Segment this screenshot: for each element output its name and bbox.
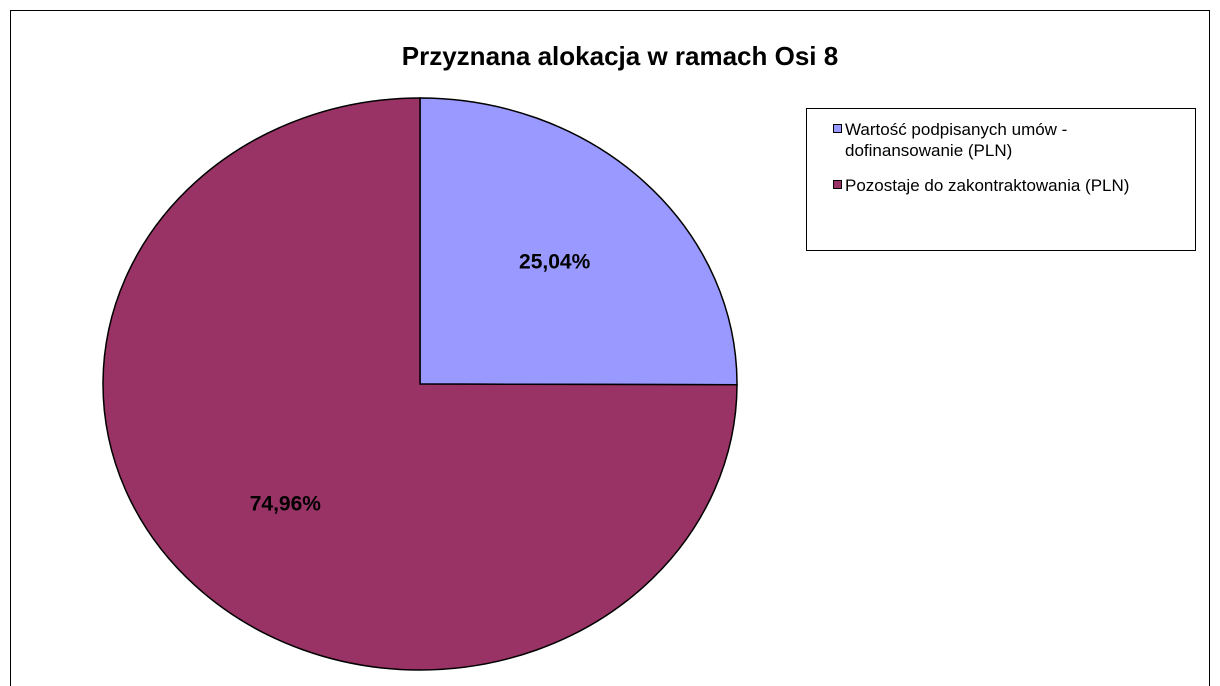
legend-label: Pozostaje do zakontraktowania (PLN) xyxy=(845,176,1130,195)
legend-item: Wartość podpisanych umów - dofinansowani… xyxy=(833,119,1181,161)
data-label: 74,96% xyxy=(250,493,322,516)
legend-swatch xyxy=(833,124,842,133)
pie-slice xyxy=(419,97,738,386)
chart-title: Przyznana alokacja w ramach Osi 8 xyxy=(402,41,838,71)
chart-frame xyxy=(10,10,1210,686)
legend: Wartość podpisanych umów - dofinansowani… xyxy=(806,108,1196,251)
legend-label: Wartość podpisanych umów - dofinansowani… xyxy=(845,120,1068,160)
pie-slice xyxy=(102,97,738,671)
legend-item: Pozostaje do zakontraktowania (PLN) xyxy=(833,175,1181,196)
legend-swatch xyxy=(833,180,842,189)
data-label: 25,04% xyxy=(519,250,591,273)
